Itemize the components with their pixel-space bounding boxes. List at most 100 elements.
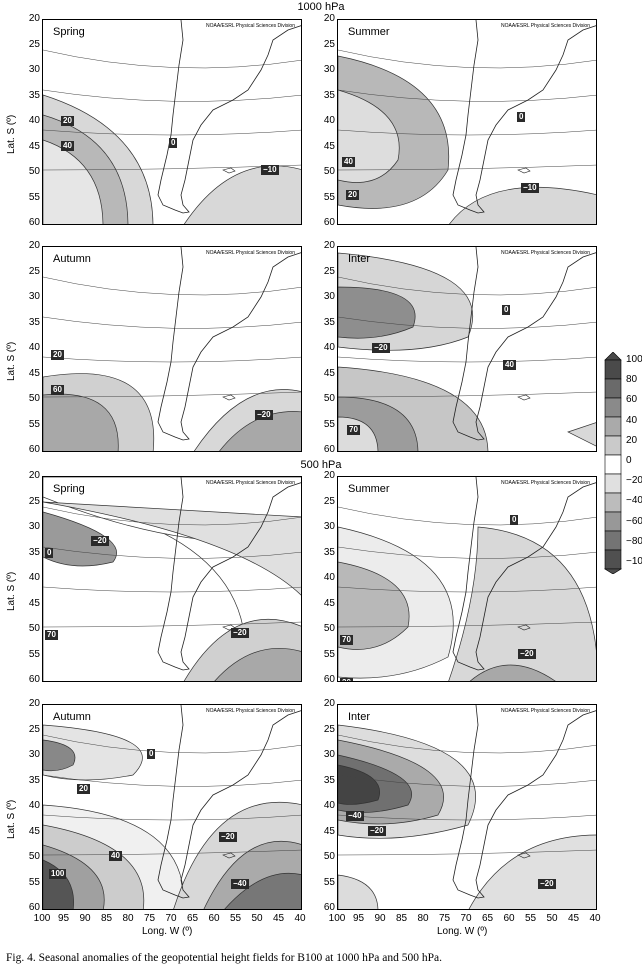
- contour-label: −10: [521, 183, 539, 193]
- contour-map: [338, 477, 596, 681]
- y-tick-label: 60: [28, 674, 40, 685]
- contour-label: 20: [340, 678, 353, 681]
- contour-map: [43, 247, 301, 451]
- contour-map: [43, 477, 301, 681]
- x-tick-label: 95: [57, 913, 70, 924]
- y-tick-label: 60: [28, 444, 40, 455]
- y-tick-label: 45: [28, 140, 40, 152]
- contour-map: [338, 705, 596, 909]
- contour-label: 70: [340, 635, 353, 645]
- panel-title: Autumn: [53, 711, 91, 723]
- colorbar-tick-label: −40: [626, 495, 642, 507]
- x-tick-label: 60: [503, 913, 515, 924]
- panel-credit: NOAA/ESRL Physical Sciences Division: [205, 708, 295, 714]
- y-tick-label: 20: [323, 240, 335, 251]
- y-tick-label: 55: [323, 648, 335, 660]
- y-tick-label: 60: [323, 674, 335, 685]
- contour-map: [338, 20, 596, 224]
- panel-title: Inter: [348, 253, 371, 265]
- y-tick-label: 20: [323, 13, 335, 24]
- contour-label: 70: [45, 630, 58, 640]
- x-tick-label: 45: [567, 913, 580, 924]
- y-tick-label: 60: [323, 444, 335, 455]
- y-tick-label: 20: [28, 698, 40, 709]
- colorbar-tick-label: 20: [626, 434, 638, 446]
- y-tick-label: 55: [28, 418, 40, 430]
- contour-map: [43, 705, 301, 909]
- x-tick-label: 100: [33, 913, 51, 924]
- contour-label: 0: [147, 749, 156, 759]
- panel-credit: NOAA/ESRL Physical Sciences Division: [500, 23, 590, 29]
- panel-credit: NOAA/ESRL Physical Sciences Division: [205, 250, 295, 256]
- y-tick-label: 20: [28, 470, 40, 481]
- y-tick-label: 30: [323, 64, 335, 75]
- y-tick-label: 60: [323, 217, 335, 228]
- map-panel: Autumn NOAA/ESRL Physical Sciences Divisi…: [42, 246, 302, 452]
- contour-label: −10: [261, 165, 279, 175]
- y-tick-label: 45: [28, 825, 40, 837]
- x-tick-label: 75: [438, 913, 451, 924]
- contour-map: [43, 20, 301, 224]
- y-tick-label: 35: [323, 546, 335, 558]
- y-tick-label: 50: [28, 393, 40, 404]
- contour-label: −20: [231, 628, 249, 638]
- contour-label: −20: [91, 536, 109, 546]
- y-tick-label: 50: [323, 851, 335, 862]
- y-tick-label: 60: [323, 902, 335, 913]
- y-tick-label: 30: [323, 291, 335, 302]
- y-tick-label: 60: [28, 902, 40, 913]
- y-tick-label: 55: [323, 191, 335, 203]
- y-tick-label: 45: [323, 367, 335, 379]
- contour-label: 0: [517, 112, 526, 122]
- y-tick-label: 25: [323, 495, 335, 507]
- y-tick-label: 30: [323, 749, 335, 760]
- y-axis-label: Lat. S (º): [6, 571, 17, 611]
- panel-title: Inter: [348, 711, 371, 723]
- x-tick-label: 40: [589, 913, 601, 924]
- x-tick-label: 95: [352, 913, 365, 924]
- map-panel: Inter NOAA/ESRL Physical Sciences Divisio…: [337, 246, 597, 452]
- y-axis-label: Lat. S (º): [6, 341, 17, 381]
- x-tick-label: 85: [100, 913, 113, 924]
- level-title-1000hpa: 1000 hPa: [297, 1, 345, 13]
- y-tick-label: 40: [323, 115, 335, 126]
- contour-label: 70: [347, 425, 360, 435]
- contour-label: −20: [538, 879, 556, 889]
- panel-title: Autumn: [53, 253, 91, 265]
- y-tick-label: 50: [28, 623, 40, 634]
- colorbar: [603, 352, 623, 574]
- x-tick-label: 85: [395, 913, 408, 924]
- y-tick-label: 50: [28, 166, 40, 177]
- x-tick-label: 65: [186, 913, 199, 924]
- y-axis-label: Lat. S (º): [6, 799, 17, 839]
- y-tick-label: 60: [28, 217, 40, 228]
- colorbar-tick-label: −20: [626, 475, 642, 487]
- colorbar-tick-label: −60: [626, 515, 642, 527]
- panel-credit: NOAA/ESRL Physical Sciences Division: [500, 480, 590, 486]
- contour-label: −40: [231, 879, 249, 889]
- contour-label: −20: [518, 649, 536, 659]
- y-tick-label: 20: [323, 698, 335, 709]
- y-tick-label: 35: [28, 316, 40, 328]
- contour-label: 20: [51, 350, 64, 360]
- map-panel: Spring NOAA/ESRL Physical Sciences Divisi…: [42, 19, 302, 225]
- colorbar-tick-label: 60: [626, 394, 638, 406]
- x-tick-label: 55: [229, 913, 242, 924]
- panel-credit: NOAA/ESRL Physical Sciences Division: [500, 250, 590, 256]
- colorbar-tick-label: 40: [626, 414, 638, 426]
- y-tick-label: 20: [323, 470, 335, 481]
- panel-credit: NOAA/ESRL Physical Sciences Division: [205, 23, 295, 29]
- y-tick-label: 50: [323, 623, 335, 634]
- y-tick-label: 35: [28, 774, 40, 786]
- x-tick-label: 70: [460, 913, 472, 924]
- y-tick-label: 25: [323, 265, 335, 277]
- x-tick-label: 90: [79, 913, 91, 924]
- contour-label: 40: [61, 141, 74, 151]
- map-panel: Inter NOAA/ESRL Physical Sciences Divisio…: [337, 704, 597, 910]
- panel-credit: NOAA/ESRL Physical Sciences Division: [205, 480, 295, 486]
- y-tick-label: 55: [323, 876, 335, 888]
- contour-label: 20: [77, 784, 90, 794]
- colorbar-tick-label: 100: [626, 354, 642, 365]
- contour-label: −20: [368, 826, 386, 836]
- panel-credit: NOAA/ESRL Physical Sciences Division: [500, 708, 590, 714]
